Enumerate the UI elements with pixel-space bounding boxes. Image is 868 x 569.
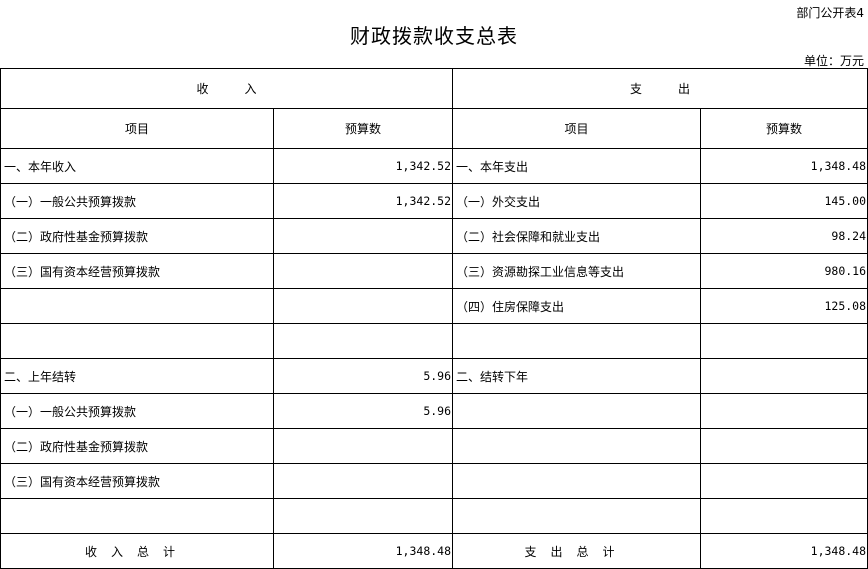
expense-value-cell: [700, 323, 868, 359]
expense-value-cell: [700, 498, 868, 534]
expense-value-cell: [700, 393, 868, 429]
table-row: （三）国有资本经营预算拨款: [0, 463, 868, 499]
expense-item-cell: [452, 463, 702, 499]
table-row: [0, 323, 868, 359]
expense-value-cell: 125.08: [700, 288, 868, 324]
page-title: 财政拨款收支总表: [350, 24, 518, 48]
income-value-cell: [272, 218, 454, 254]
table-row: 二、上年结转 5.96 二、结转下年: [0, 358, 868, 394]
income-item-cell: [0, 288, 274, 324]
expense-item-cell: （三）资源勘探工业信息等支出: [452, 253, 702, 289]
table-row: （三）国有资本经营预算拨款 （三）资源勘探工业信息等支出 980.16: [0, 253, 868, 289]
income-item-cell: （二）政府性基金预算拨款: [0, 428, 274, 464]
income-value-cell: 1,342.52: [272, 183, 454, 219]
budget-table: 收 入 支 出 项目 预算数 项目 预算数 一、本年收入 1,342.52 一、本年…: [0, 68, 868, 569]
income-value-cell: [272, 428, 454, 464]
expense-value-cell: 1,348.48: [700, 148, 868, 184]
table-row: （二）政府性基金预算拨款 （二）社会保障和就业支出 98.24: [0, 218, 868, 254]
column-header-row: 项目 预算数 项目 预算数: [0, 108, 868, 149]
income-value-cell: 1,342.52: [272, 148, 454, 184]
section-header-row: 收 入 支 出: [0, 68, 868, 109]
expense-item-cell: [452, 498, 702, 534]
table-row: 一、本年收入 1,342.52 一、本年支出 1,348.48: [0, 148, 868, 184]
income-item-cell: [0, 323, 274, 359]
income-item-cell: [0, 498, 274, 534]
expense-value-cell: 145.00: [700, 183, 868, 219]
income-item-cell: （二）政府性基金预算拨款: [0, 218, 274, 254]
expense-item-cell: （一）外交支出: [452, 183, 702, 219]
expense-item-cell: [452, 323, 702, 359]
totals-row: 收入总计 1,348.48 支出总计 1,348.48: [0, 533, 868, 569]
income-header: 收 入: [0, 68, 454, 109]
income-item-cell: （一）一般公共预算拨款: [0, 393, 274, 429]
income-value-cell: 5.96: [272, 393, 454, 429]
expense-item-cell: 二、结转下年: [452, 358, 702, 394]
expense-header: 支 出: [452, 68, 868, 109]
income-item-cell: （一）一般公共预算拨款: [0, 183, 274, 219]
unit-label: 单位：万元: [803, 54, 864, 68]
table-row: （二）政府性基金预算拨款: [0, 428, 868, 464]
income-item-cell: 一、本年收入: [0, 148, 274, 184]
income-value-cell: [272, 323, 454, 359]
income-total-label: 收入总计: [0, 533, 274, 569]
expense-item-cell: [452, 393, 702, 429]
expense-item-cell: （四）住房保障支出: [452, 288, 702, 324]
income-value-cell: [272, 463, 454, 499]
expense-value-cell: [700, 428, 868, 464]
expense-budget-header: 预算数: [700, 108, 868, 149]
expense-total-label: 支出总计: [452, 533, 702, 569]
income-item-header: 项目: [0, 108, 274, 149]
income-item-cell: （三）国有资本经营预算拨款: [0, 463, 274, 499]
income-value-cell: 5.96: [272, 358, 454, 394]
table-row: [0, 498, 868, 534]
expense-total-value: 1,348.48: [700, 533, 868, 569]
expense-item-header: 项目: [452, 108, 702, 149]
income-total-value: 1,348.48: [272, 533, 454, 569]
income-budget-header: 预算数: [272, 108, 454, 149]
income-value-cell: [272, 253, 454, 289]
table-row: （一）一般公共预算拨款 5.96: [0, 393, 868, 429]
expense-value-cell: [700, 463, 868, 499]
expense-item-cell: 一、本年支出: [452, 148, 702, 184]
expense-value-cell: [700, 358, 868, 394]
income-value-cell: [272, 498, 454, 534]
income-item-cell: （三）国有资本经营预算拨款: [0, 253, 274, 289]
expense-value-cell: 98.24: [700, 218, 868, 254]
income-item-cell: 二、上年结转: [0, 358, 274, 394]
income-value-cell: [272, 288, 454, 324]
table-row: （一）一般公共预算拨款 1,342.52 （一）外交支出 145.00: [0, 183, 868, 219]
expense-item-cell: [452, 428, 702, 464]
table-row: （四）住房保障支出 125.08: [0, 288, 868, 324]
form-number: 部门公开表4: [796, 6, 864, 20]
expense-value-cell: 980.16: [700, 253, 868, 289]
expense-item-cell: （二）社会保障和就业支出: [452, 218, 702, 254]
